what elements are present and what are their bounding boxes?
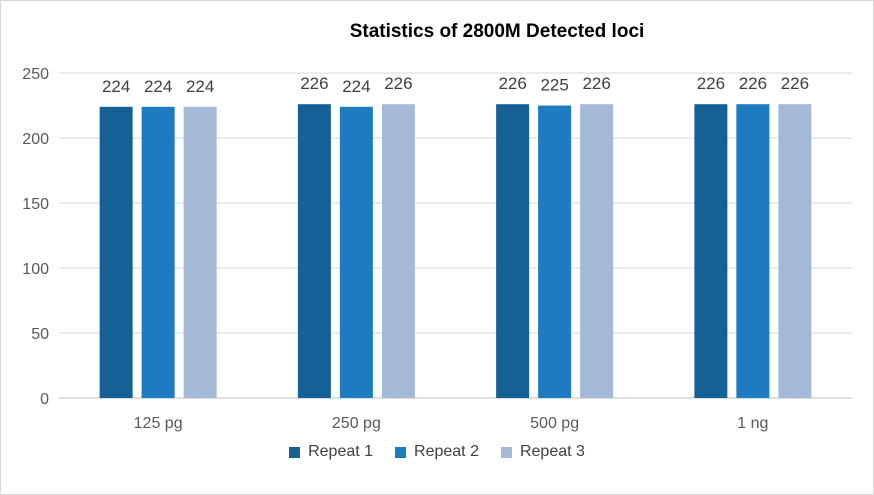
data-label: 226	[300, 74, 328, 93]
x-tick-label: 1 ng	[737, 415, 768, 432]
y-tick-label: 200	[22, 131, 49, 148]
x-tick-label: 500 pg	[530, 415, 579, 432]
data-label: 226	[697, 74, 725, 93]
bar	[297, 104, 331, 398]
y-tick-label: 250	[22, 66, 49, 83]
bar	[694, 104, 728, 398]
bar	[580, 104, 614, 398]
bar	[736, 104, 770, 398]
bar	[141, 106, 175, 399]
bar	[99, 106, 133, 399]
legend-item: Repeat 1	[289, 443, 373, 461]
bar	[778, 104, 812, 398]
legend-label: Repeat 2	[414, 443, 479, 460]
x-tick-label: 250 pg	[332, 415, 381, 432]
chart-title: Statistics of 2800M Detected loci	[349, 21, 645, 42]
legend-item: Repeat 3	[500, 443, 585, 461]
legend-label: Repeat 3	[519, 443, 585, 460]
data-label: 226	[582, 74, 610, 93]
chart-legend: Repeat 1 Repeat 2 Repeat 3	[1, 443, 873, 461]
data-label: 225	[540, 76, 568, 95]
bar	[381, 104, 415, 398]
y-tick-label: 150	[22, 196, 49, 213]
data-label: 226	[739, 74, 767, 93]
legend-label: Repeat 1	[308, 443, 374, 460]
bar	[538, 105, 572, 398]
data-label: 224	[144, 77, 172, 96]
legend-item: Repeat 2	[395, 443, 479, 461]
bar	[339, 106, 373, 399]
data-label: 224	[102, 77, 130, 96]
legend-swatch	[289, 446, 301, 458]
x-tick-label: 125 pg	[134, 415, 183, 432]
data-label: 224	[342, 77, 370, 96]
data-label: 224	[186, 77, 214, 96]
bar	[496, 104, 530, 398]
data-label: 226	[498, 74, 526, 93]
data-label: 226	[384, 74, 412, 93]
legend-swatch	[395, 446, 407, 458]
bar	[183, 106, 217, 399]
legend-swatch	[500, 446, 512, 458]
y-tick-label: 50	[31, 326, 49, 343]
y-tick-label: 100	[22, 261, 49, 278]
data-label: 226	[781, 74, 809, 93]
y-tick-label: 0	[40, 391, 49, 408]
